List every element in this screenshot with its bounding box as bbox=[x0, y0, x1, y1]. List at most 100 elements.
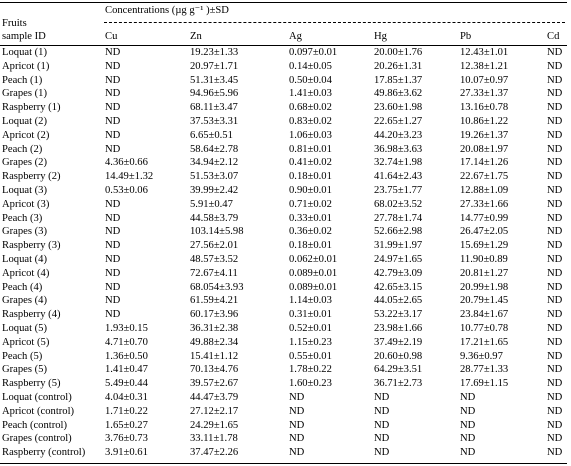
col-header-cd: Cd bbox=[547, 31, 560, 42]
cell-hg: 32.74±1.98 bbox=[374, 157, 423, 169]
cell-ag: 1.15±0.23 bbox=[289, 336, 332, 348]
cell-ag: 0.18±0.01 bbox=[289, 240, 332, 252]
cell-hg: 52.66±2.98 bbox=[374, 226, 423, 238]
cell-pb: ND bbox=[460, 447, 476, 459]
cell-pb: 10.07±0.97 bbox=[460, 74, 509, 86]
cell-cu: ND bbox=[105, 102, 121, 114]
cell-hg: 68.02±3.52 bbox=[374, 198, 423, 210]
cell-hg: 42.79±3.09 bbox=[374, 267, 423, 279]
cell-zn: 48.57±3.52 bbox=[190, 254, 239, 265]
cell-pb: ND bbox=[460, 419, 476, 431]
cell-zn: 36.31±2.38 bbox=[190, 323, 239, 334]
cell-zn: 58.64±2.78 bbox=[190, 143, 239, 155]
cell-cd: ND bbox=[547, 185, 563, 196]
cell-pb: ND bbox=[460, 405, 476, 417]
cell-hg: ND bbox=[374, 419, 390, 431]
cell-cd: ND bbox=[547, 102, 563, 114]
cell-cu: ND bbox=[105, 129, 121, 141]
cell-pb: 17.14±1.26 bbox=[460, 157, 509, 169]
cell-cd: ND bbox=[547, 88, 563, 100]
fruits-header: Fruits bbox=[2, 18, 27, 29]
cell-hg: 20.00±1.76 bbox=[374, 47, 423, 58]
cell-cd: ND bbox=[547, 47, 563, 58]
cell-ag: 1.14±0.03 bbox=[289, 295, 332, 307]
cell-hg: 23.60±1.98 bbox=[374, 102, 423, 114]
cell-pb: 15.69±1.29 bbox=[460, 240, 509, 252]
cell-ag: 0.33±0.01 bbox=[289, 212, 332, 224]
cell-zn: 51.53±3.07 bbox=[190, 171, 239, 183]
cell-sample-id: Peach (control) bbox=[2, 419, 68, 431]
cell-cd: ND bbox=[547, 171, 563, 183]
cell-sample-id: Raspberry (3) bbox=[2, 240, 61, 252]
cell-hg: ND bbox=[374, 433, 390, 445]
bottom-rule bbox=[0, 463, 567, 464]
cell-cd: ND bbox=[547, 350, 563, 362]
cell-zn: 68.054±3.93 bbox=[190, 281, 244, 293]
cell-cd: ND bbox=[547, 419, 563, 431]
cell-zn: 37.53±3.31 bbox=[190, 116, 239, 127]
cell-cu: 4.36±0.66 bbox=[105, 157, 148, 169]
cell-hg: 31.99±1.97 bbox=[374, 240, 423, 252]
cell-zn: 68.11±3.47 bbox=[190, 102, 238, 114]
cell-hg: 20.26±1.31 bbox=[374, 60, 423, 72]
cell-hg: ND bbox=[374, 405, 390, 417]
cell-cu: 3.91±0.61 bbox=[105, 447, 148, 459]
header-bottom-rule bbox=[0, 45, 567, 46]
cell-pb: 10.77±0.78 bbox=[460, 323, 509, 334]
cell-cu: ND bbox=[105, 240, 121, 252]
cell-sample-id: Apricot (4) bbox=[2, 267, 50, 279]
cell-hg: 27.78±1.74 bbox=[374, 212, 423, 224]
header-dashed-rule bbox=[104, 22, 565, 23]
cell-ag: 0.31±0.01 bbox=[289, 309, 332, 321]
cell-pb: 9.36±0.97 bbox=[460, 350, 503, 362]
cell-cu: 0.53±0.06 bbox=[105, 185, 148, 196]
cell-hg: 23.98±1.66 bbox=[374, 323, 423, 334]
cell-cd: ND bbox=[547, 129, 563, 141]
cell-cu: ND bbox=[105, 60, 121, 72]
cell-zn: 49.88±2.34 bbox=[190, 336, 239, 348]
cell-cu: ND bbox=[105, 281, 121, 293]
cell-ag: ND bbox=[289, 419, 305, 431]
cell-cu: ND bbox=[105, 295, 121, 307]
cell-zn: 34.94±2.12 bbox=[190, 157, 239, 169]
cell-pb: 12.38±1.21 bbox=[460, 60, 509, 72]
cell-ag: 1.41±0.03 bbox=[289, 88, 332, 100]
col-header-cu: Cu bbox=[105, 31, 118, 42]
cell-zn: 20.97±1.71 bbox=[190, 60, 239, 72]
cell-sample-id: Peach (5) bbox=[2, 350, 43, 362]
cell-cd: ND bbox=[547, 212, 563, 224]
cell-hg: ND bbox=[374, 392, 390, 403]
cell-zn: 44.58±3.79 bbox=[190, 212, 239, 224]
cell-hg: 36.98±3.63 bbox=[374, 143, 423, 155]
cell-ag: ND bbox=[289, 405, 305, 417]
cell-sample-id: Grapes (3) bbox=[2, 226, 48, 238]
cell-cd: ND bbox=[547, 392, 563, 403]
cell-cu: ND bbox=[105, 226, 121, 238]
cell-cu: 4.71±0.70 bbox=[105, 336, 148, 348]
cell-cd: ND bbox=[547, 226, 563, 238]
cell-ag: 0.062±0.01 bbox=[289, 254, 338, 265]
cell-sample-id: Raspberry (2) bbox=[2, 171, 61, 183]
cell-sample-id: Loquat (2) bbox=[2, 116, 48, 127]
cell-sample-id: Grapes (2) bbox=[2, 157, 48, 169]
cell-sample-id: Loquat (4) bbox=[2, 254, 48, 265]
cell-cu: ND bbox=[105, 74, 121, 86]
cell-pb: 20.81±1.27 bbox=[460, 267, 509, 279]
cell-cd: ND bbox=[547, 336, 563, 348]
cell-cu: ND bbox=[105, 212, 121, 224]
cell-zn: 39.57±2.67 bbox=[190, 378, 239, 390]
cell-hg: 49.86±3.62 bbox=[374, 88, 423, 100]
cell-hg: 41.64±2.43 bbox=[374, 171, 423, 183]
cell-cd: ND bbox=[547, 323, 563, 334]
cell-cd: ND bbox=[547, 116, 563, 127]
cell-sample-id: Peach (2) bbox=[2, 143, 43, 155]
cell-hg: 36.71±2.73 bbox=[374, 378, 423, 390]
cell-cu: 5.49±0.44 bbox=[105, 378, 148, 390]
cell-zn: 72.67±4.11 bbox=[190, 267, 238, 279]
cell-sample-id: Apricot (1) bbox=[2, 60, 50, 72]
cell-zn: 19.23±1.33 bbox=[190, 47, 239, 58]
cell-pb: 10.86±1.22 bbox=[460, 116, 509, 127]
cell-zn: 27.12±2.17 bbox=[190, 405, 239, 417]
cell-pb: 19.26±1.37 bbox=[460, 129, 509, 141]
cell-cd: ND bbox=[547, 295, 563, 307]
